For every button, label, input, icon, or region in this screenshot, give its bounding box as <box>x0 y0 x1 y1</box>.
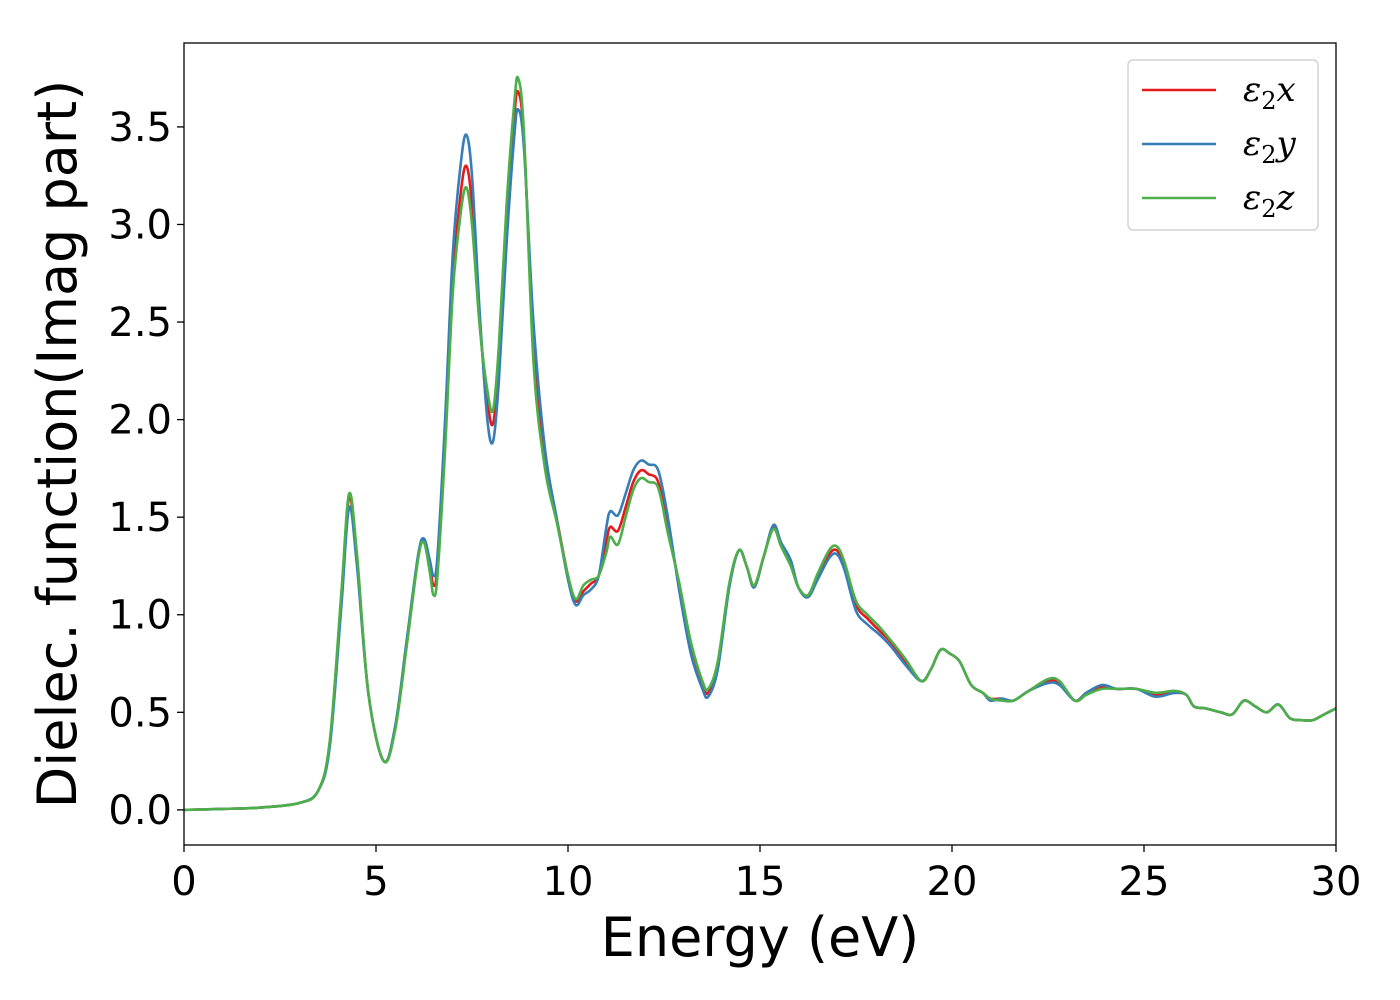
x-tick-label: 0 <box>171 859 196 905</box>
y-tick-label: 1.0 <box>108 593 172 639</box>
series-line-y <box>184 107 1336 812</box>
x-tick-label: 15 <box>735 859 786 905</box>
y-axis-title: Dielec. function(Imag part) <box>26 80 89 809</box>
x-tick-label: 25 <box>1119 859 1170 905</box>
legend-label-x: ε2x <box>1243 70 1296 115</box>
x-tick-label: 20 <box>927 859 978 905</box>
y-tick-label: 0.0 <box>108 788 172 834</box>
y-tick-label: 2.0 <box>108 398 172 444</box>
y-tick-label: 3.5 <box>108 105 172 151</box>
x-axis-title: Energy (eV) <box>601 906 920 969</box>
y-tick-label: 1.5 <box>108 495 172 541</box>
x-tick-label: 10 <box>543 859 594 905</box>
x-tick-label: 5 <box>363 859 388 905</box>
y-axis-ticks: 0.0 0.5 1.0 1.5 2.0 2.5 3.0 3.5 <box>108 105 184 834</box>
series-line-z <box>184 75 1336 812</box>
y-tick-label: 0.5 <box>108 690 172 736</box>
y-tick-label: 2.5 <box>108 300 172 346</box>
y-tick-label: 3.0 <box>108 202 172 248</box>
series-layer <box>184 75 1336 812</box>
x-tick-label: 30 <box>1311 859 1362 905</box>
legend-frame <box>1127 59 1319 231</box>
x-axis-ticks: 0 5 10 15 20 25 30 <box>171 845 1361 905</box>
legend-label-y: ε2y <box>1243 124 1297 169</box>
legend: ε2x ε2y ε2z <box>1127 59 1319 231</box>
legend-label-z: ε2z <box>1243 178 1296 223</box>
